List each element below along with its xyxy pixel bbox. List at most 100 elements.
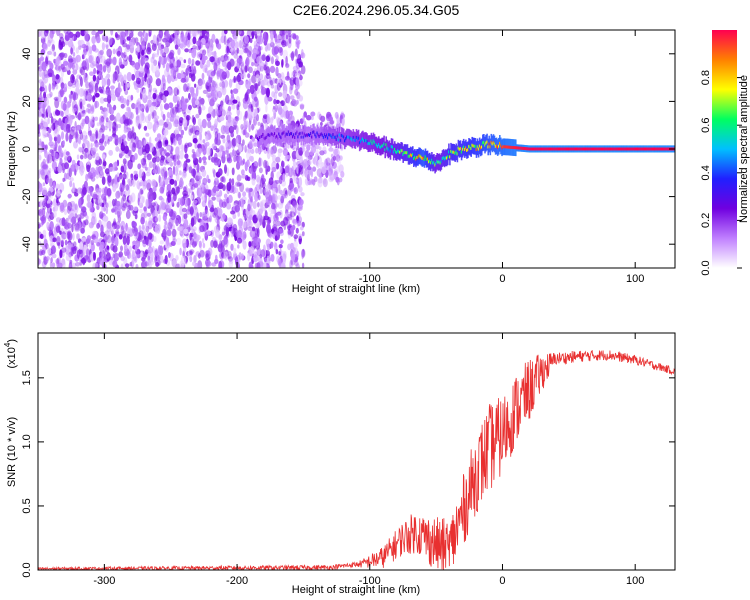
spectrogram-noise-cell: [92, 262, 96, 268]
spectrogram-noise-cell: [122, 235, 127, 246]
spectrogram-noise-cell: [340, 170, 345, 178]
spectrogram-noise-cell: [206, 59, 211, 68]
spectrogram-noise-cell: [162, 166, 167, 173]
spectrogram-noise-cell: [218, 260, 223, 268]
spectrogram-noise-cell: [125, 263, 130, 268]
spectrogram-noise-cell: [248, 45, 253, 56]
spectrogram-y-tick-label: 40: [21, 48, 33, 60]
spectrogram-noise-cell: [126, 248, 130, 259]
spectrogram-noise-cell: [132, 156, 136, 163]
spectrogram-noise-cell: [156, 133, 162, 139]
spectrogram-noise-cell: [157, 42, 163, 51]
spectrogram-noise-cell: [189, 86, 195, 94]
spectrogram-noise-cell: [58, 262, 63, 268]
spectrogram-noise-cell: [39, 222, 43, 227]
spectrogram-noise-cell: [125, 81, 128, 92]
spectrogram-noise-cell: [233, 60, 238, 69]
spectrogram-noise-cell: [154, 216, 159, 222]
spectrogram-noise-cell: [220, 244, 225, 254]
spectrogram-noise-cell: [66, 30, 72, 36]
spectrogram-noise-cell: [340, 115, 344, 120]
spectrogram-noise-cell: [112, 183, 117, 192]
spectrogram-noise-cell: [251, 100, 255, 107]
spectrogram-noise-cell: [213, 62, 218, 72]
spectrogram-noise-cell: [119, 172, 123, 180]
spectrogram-noise-cell: [101, 34, 106, 41]
spectrogram-noise-cell: [127, 131, 133, 139]
spectrogram-noise-cell: [185, 238, 189, 248]
spectrogram-noise-cell: [176, 201, 180, 208]
spectrogram-noise-cell: [120, 116, 124, 125]
spectrogram-noise-cell: [128, 204, 134, 211]
spectrogram-noise-cell: [42, 144, 47, 150]
spectrogram-noise-cell: [227, 106, 232, 112]
spectrogram-noise-cell: [61, 231, 67, 240]
spectrogram-noise-cell: [263, 215, 270, 221]
spectrogram-noise-cell: [287, 30, 292, 35]
spectrogram-noise-cell: [155, 78, 162, 87]
spectrogram-noise-cell: [152, 180, 158, 187]
spectrogram-noise-cell: [281, 59, 284, 68]
spectrogram-noise-cell: [198, 240, 202, 248]
spectrogram-noise-cell: [219, 116, 225, 122]
spectrogram-noise-cell: [97, 30, 104, 35]
spectrogram-y-tick-label: -20: [21, 189, 33, 205]
snr-x-tick-label: 100: [626, 575, 644, 587]
spectrogram-noise-cell: [270, 241, 274, 249]
spectrogram-noise-cell: [202, 63, 207, 69]
spectrogram-noise-cell: [174, 127, 180, 135]
spectrogram-noise-cell: [185, 184, 188, 195]
spectrogram-noise-cell: [183, 218, 189, 229]
spectrogram-noise-cell: [76, 154, 80, 160]
spectrogram-noise-cell: [177, 48, 181, 56]
spectrogram-noise-cell: [79, 101, 83, 110]
spectrogram-noise-cell: [195, 60, 201, 66]
spectrogram-noise-cell: [202, 196, 206, 202]
spectrogram-noise-cell: [248, 189, 251, 199]
spectrogram-noise-cell: [238, 192, 242, 199]
spectrogram-noise-cell: [207, 49, 212, 57]
snr-y-label: SNR (10 * v/v): [6, 417, 18, 487]
spectrogram-noise-cell: [199, 225, 205, 233]
spectrogram-noise-cell: [301, 221, 305, 228]
spectrogram-noise-cell: [107, 138, 110, 145]
spectrogram-noise-cell: [257, 194, 261, 201]
spectrogram-x-tick-label: 0: [499, 273, 505, 285]
spectrogram-noise-cell: [51, 150, 55, 158]
spectrogram-noise-cell: [119, 31, 125, 41]
spectrogram-noise-cell: [227, 251, 232, 260]
spectrogram-noise-cell: [79, 241, 84, 251]
spectrogram-noise-cell: [176, 72, 183, 80]
spectrogram-noise-cell: [103, 206, 106, 212]
spectrogram-noise-cell: [146, 179, 152, 187]
spectrogram-noise-cell: [222, 177, 226, 183]
spectrogram-noise-cell: [182, 163, 186, 169]
spectrogram-noise-cell: [80, 165, 85, 173]
spectrogram-noise-cell: [101, 193, 107, 201]
spectrogram-noise-cell: [127, 30, 131, 35]
spectrogram-noise-cell: [205, 141, 210, 147]
spectrogram-noise-cell: [47, 170, 51, 180]
spectrogram-noise-cell: [194, 83, 197, 88]
spectrogram-noise-cell: [145, 172, 151, 177]
spectrogram-noise-cell: [266, 113, 271, 124]
spectrogram-noise-cell: [134, 62, 141, 71]
spectrogram-noise-cell: [173, 179, 177, 189]
snr-x-tick-label: 0: [499, 575, 505, 587]
spectrogram-noise-cell: [92, 95, 96, 103]
spectrogram-noise-cell: [131, 225, 136, 234]
spectrogram-noise-cell: [138, 123, 141, 130]
spectrogram-noise-cell: [85, 139, 89, 145]
spectrogram-noise-cell: [281, 193, 286, 199]
spectrogram-noise-cell: [230, 89, 233, 94]
spectrogram-noise-cell: [101, 77, 106, 88]
spectrogram-noise-cell: [192, 201, 197, 208]
spectrogram-noise-cell: [63, 83, 68, 92]
spectrogram-noise-cell: [110, 30, 114, 36]
spectrogram-noise-cell: [275, 156, 281, 163]
spectrogram-noise-cell: [297, 220, 302, 227]
spectrogram-noise-cell: [111, 94, 117, 102]
spectrogram-noise-cell: [242, 129, 246, 136]
spectrogram-noise-cell: [215, 38, 219, 45]
spectrogram-noise-cell: [59, 52, 65, 58]
